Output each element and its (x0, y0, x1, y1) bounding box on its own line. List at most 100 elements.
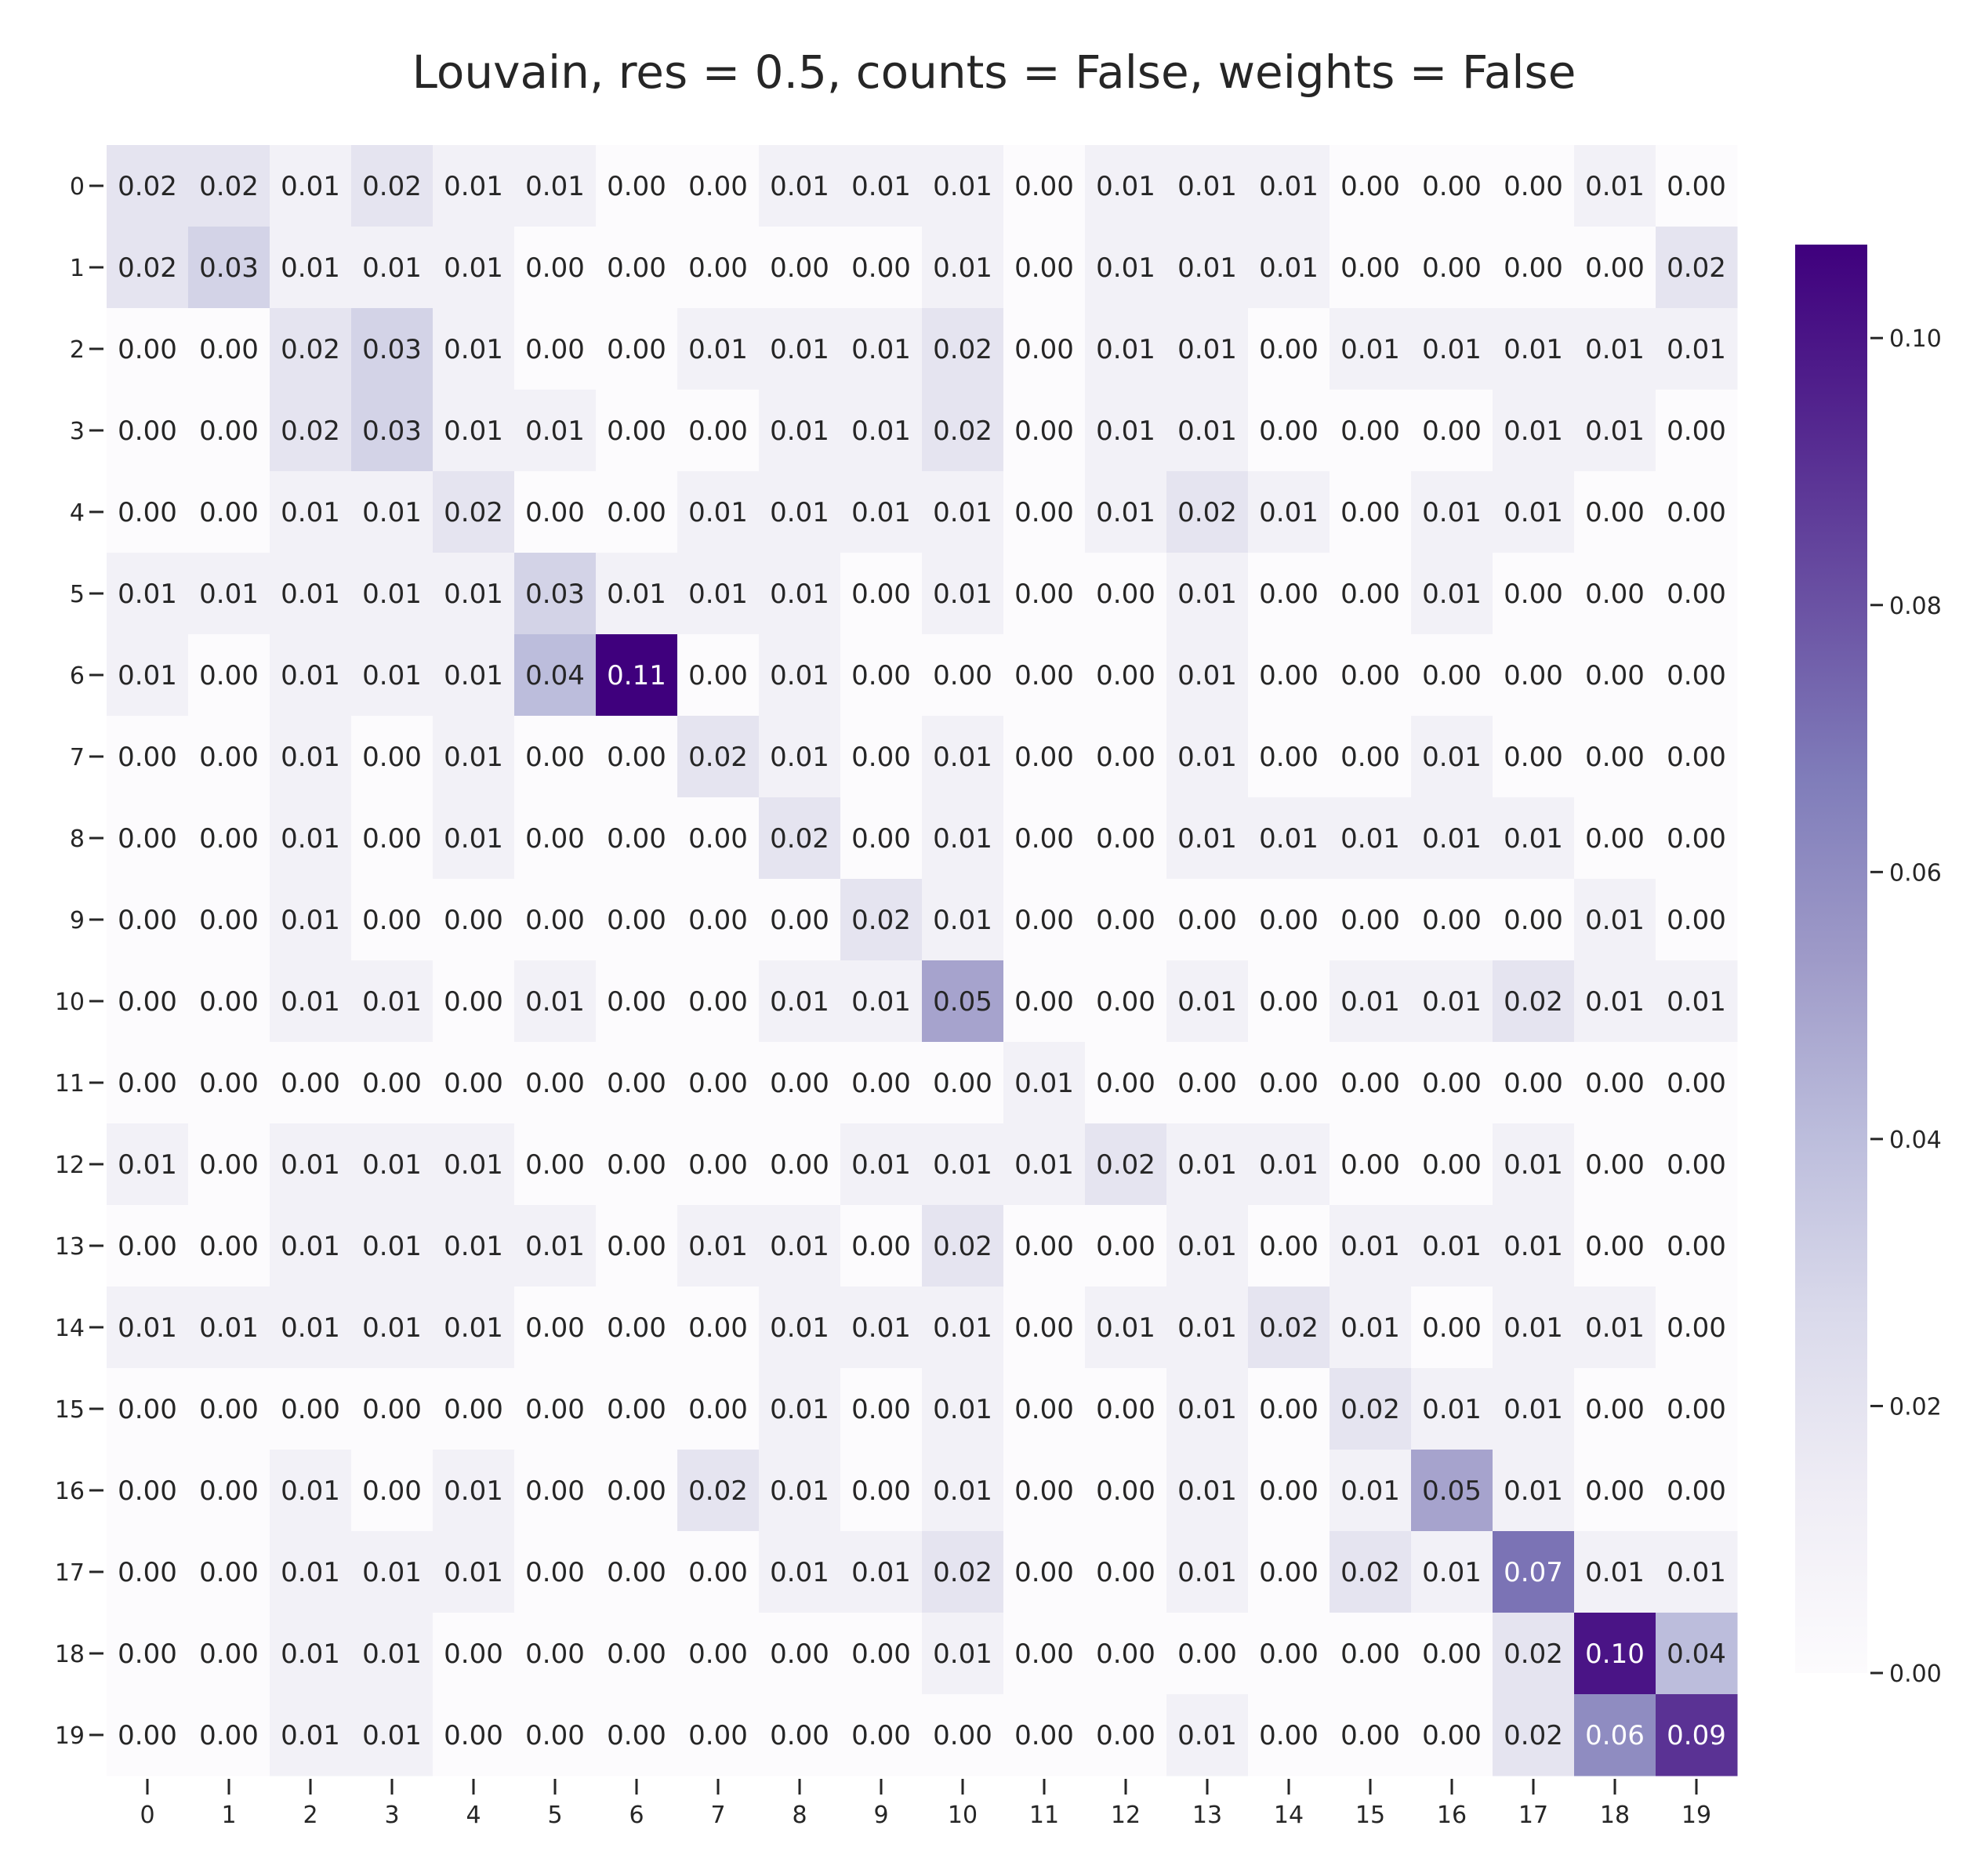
cell-value-label: 0.01 (851, 986, 911, 1018)
heatmap-cell (1085, 1450, 1167, 1532)
heatmap-cell (1411, 390, 1493, 472)
heatmap-cell (107, 308, 189, 390)
y-tick-label: 3 (70, 418, 85, 445)
heatmap-cell (922, 1531, 1004, 1613)
cell-value-label: 0.02 (933, 1557, 992, 1588)
heatmap-cell (107, 1123, 189, 1206)
heatmap-cell (840, 1123, 923, 1206)
heatmap-cell (1574, 1613, 1656, 1695)
heatmap-cell (840, 390, 923, 472)
cell-value-label: 0.00 (1340, 1068, 1400, 1099)
cell-value-label: 0.00 (525, 905, 585, 936)
cell-value-label: 0.01 (1096, 497, 1155, 528)
cell-value-label: 0.01 (1177, 823, 1237, 855)
colorbar-tick-label: 0.10 (1889, 325, 1942, 353)
heatmap-cell (270, 1531, 352, 1613)
heatmap-cell (514, 553, 597, 635)
heatmap-cell (1085, 879, 1167, 961)
cell-value-label: 0.00 (1014, 986, 1074, 1018)
cell-value-label: 0.00 (688, 171, 748, 202)
cell-value-label: 0.01 (1259, 1149, 1319, 1181)
heatmap-cell (514, 797, 597, 880)
heatmap-cell (1411, 1694, 1493, 1776)
heatmap-cell (1493, 390, 1575, 472)
cell-value-label: 0.01 (281, 1557, 340, 1588)
heatmap-cell (1411, 471, 1493, 553)
heatmap-cell (596, 1368, 678, 1450)
cell-value-label: 0.00 (199, 416, 259, 447)
heatmap-cell (107, 227, 189, 309)
heatmap-cell (351, 716, 434, 798)
heatmap-cell (1411, 1042, 1493, 1124)
cell-value-label: 0.01 (281, 1231, 340, 1262)
heatmap-cell (1574, 227, 1656, 309)
cell-value-label: 0.01 (1096, 416, 1155, 447)
heatmap-cell (1003, 1205, 1086, 1287)
cell-value-label: 0.00 (851, 823, 911, 855)
cell-value-label: 0.01 (1504, 1231, 1563, 1262)
heatmap-cell (351, 471, 434, 553)
heatmap-cell (1003, 1613, 1086, 1695)
heatmap-cell (514, 1450, 597, 1532)
heatmap-cell (1493, 1613, 1575, 1695)
heatmap-cell (759, 960, 841, 1043)
heatmap-cell (840, 1042, 923, 1124)
heatmap-cell (759, 390, 841, 472)
heatmap-cell (1411, 227, 1493, 309)
heatmap-cell (759, 797, 841, 880)
x-tick-label: 14 (1274, 1802, 1304, 1829)
cell-value-label: 0.02 (933, 416, 992, 447)
cell-value-label: 0.00 (362, 823, 422, 855)
cell-value-label: 0.00 (199, 1720, 259, 1751)
heatmap-cell (922, 797, 1004, 880)
heatmap-cell (1330, 227, 1412, 309)
cell-value-label: 0.01 (444, 579, 503, 610)
cell-value-label: 0.00 (1259, 1068, 1319, 1099)
heatmap-cell (759, 1368, 841, 1450)
cell-value-label: 0.01 (688, 579, 748, 610)
y-tick-label: 0 (70, 173, 85, 201)
heatmap-cell (433, 960, 515, 1043)
colorbar-tick-label: 0.08 (1889, 593, 1942, 620)
heatmap-cell (759, 227, 841, 309)
cell-value-label: 0.00 (118, 1720, 177, 1751)
heatmap-cell (433, 634, 515, 717)
heatmap-cell (1574, 553, 1656, 635)
cell-value-label: 0.01 (444, 1312, 503, 1344)
heatmap-cell (1085, 471, 1167, 553)
heatmap-cell (1493, 1694, 1575, 1776)
cell-value-label: 0.01 (281, 823, 340, 855)
heatmap-cell (351, 1613, 434, 1695)
cell-value-label: 0.01 (1422, 742, 1482, 773)
heatmap-cell (1574, 1123, 1656, 1206)
heatmap-cell (596, 960, 678, 1043)
heatmap-cell (1330, 308, 1412, 390)
heatmap-cell (1085, 390, 1167, 472)
cell-value-label: 0.00 (1667, 742, 1726, 773)
cell-value-label: 0.00 (770, 1720, 829, 1751)
heatmap-cell (677, 879, 760, 961)
heatmap-cell (1003, 960, 1086, 1043)
cell-value-label: 0.00 (444, 1720, 503, 1751)
heatmap-cell (1003, 879, 1086, 961)
heatmap-cell (188, 1694, 270, 1776)
heatmap-cell (677, 1531, 760, 1613)
cell-value-label: 0.02 (281, 334, 340, 365)
cell-value-label: 0.01 (851, 334, 911, 365)
cell-value-label: 0.01 (770, 742, 829, 773)
cell-value-label: 0.00 (1585, 252, 1645, 284)
heatmap-cell (1248, 390, 1330, 472)
cell-value-label: 0.01 (1177, 1394, 1237, 1425)
heatmap-cell (107, 1205, 189, 1287)
cell-value-label: 0.01 (1422, 579, 1482, 610)
heatmap-cell (596, 471, 678, 553)
cell-value-label: 0.01 (362, 1149, 422, 1181)
heatmap-cell (677, 1205, 760, 1287)
cell-value-label: 0.00 (1014, 1720, 1074, 1751)
cell-value-label: 0.01 (1177, 986, 1237, 1018)
cell-value-label: 0.02 (1504, 1720, 1563, 1751)
cell-value-label: 0.01 (1504, 1312, 1563, 1344)
cell-value-label: 0.00 (607, 497, 666, 528)
cell-value-label: 0.02 (770, 823, 829, 855)
